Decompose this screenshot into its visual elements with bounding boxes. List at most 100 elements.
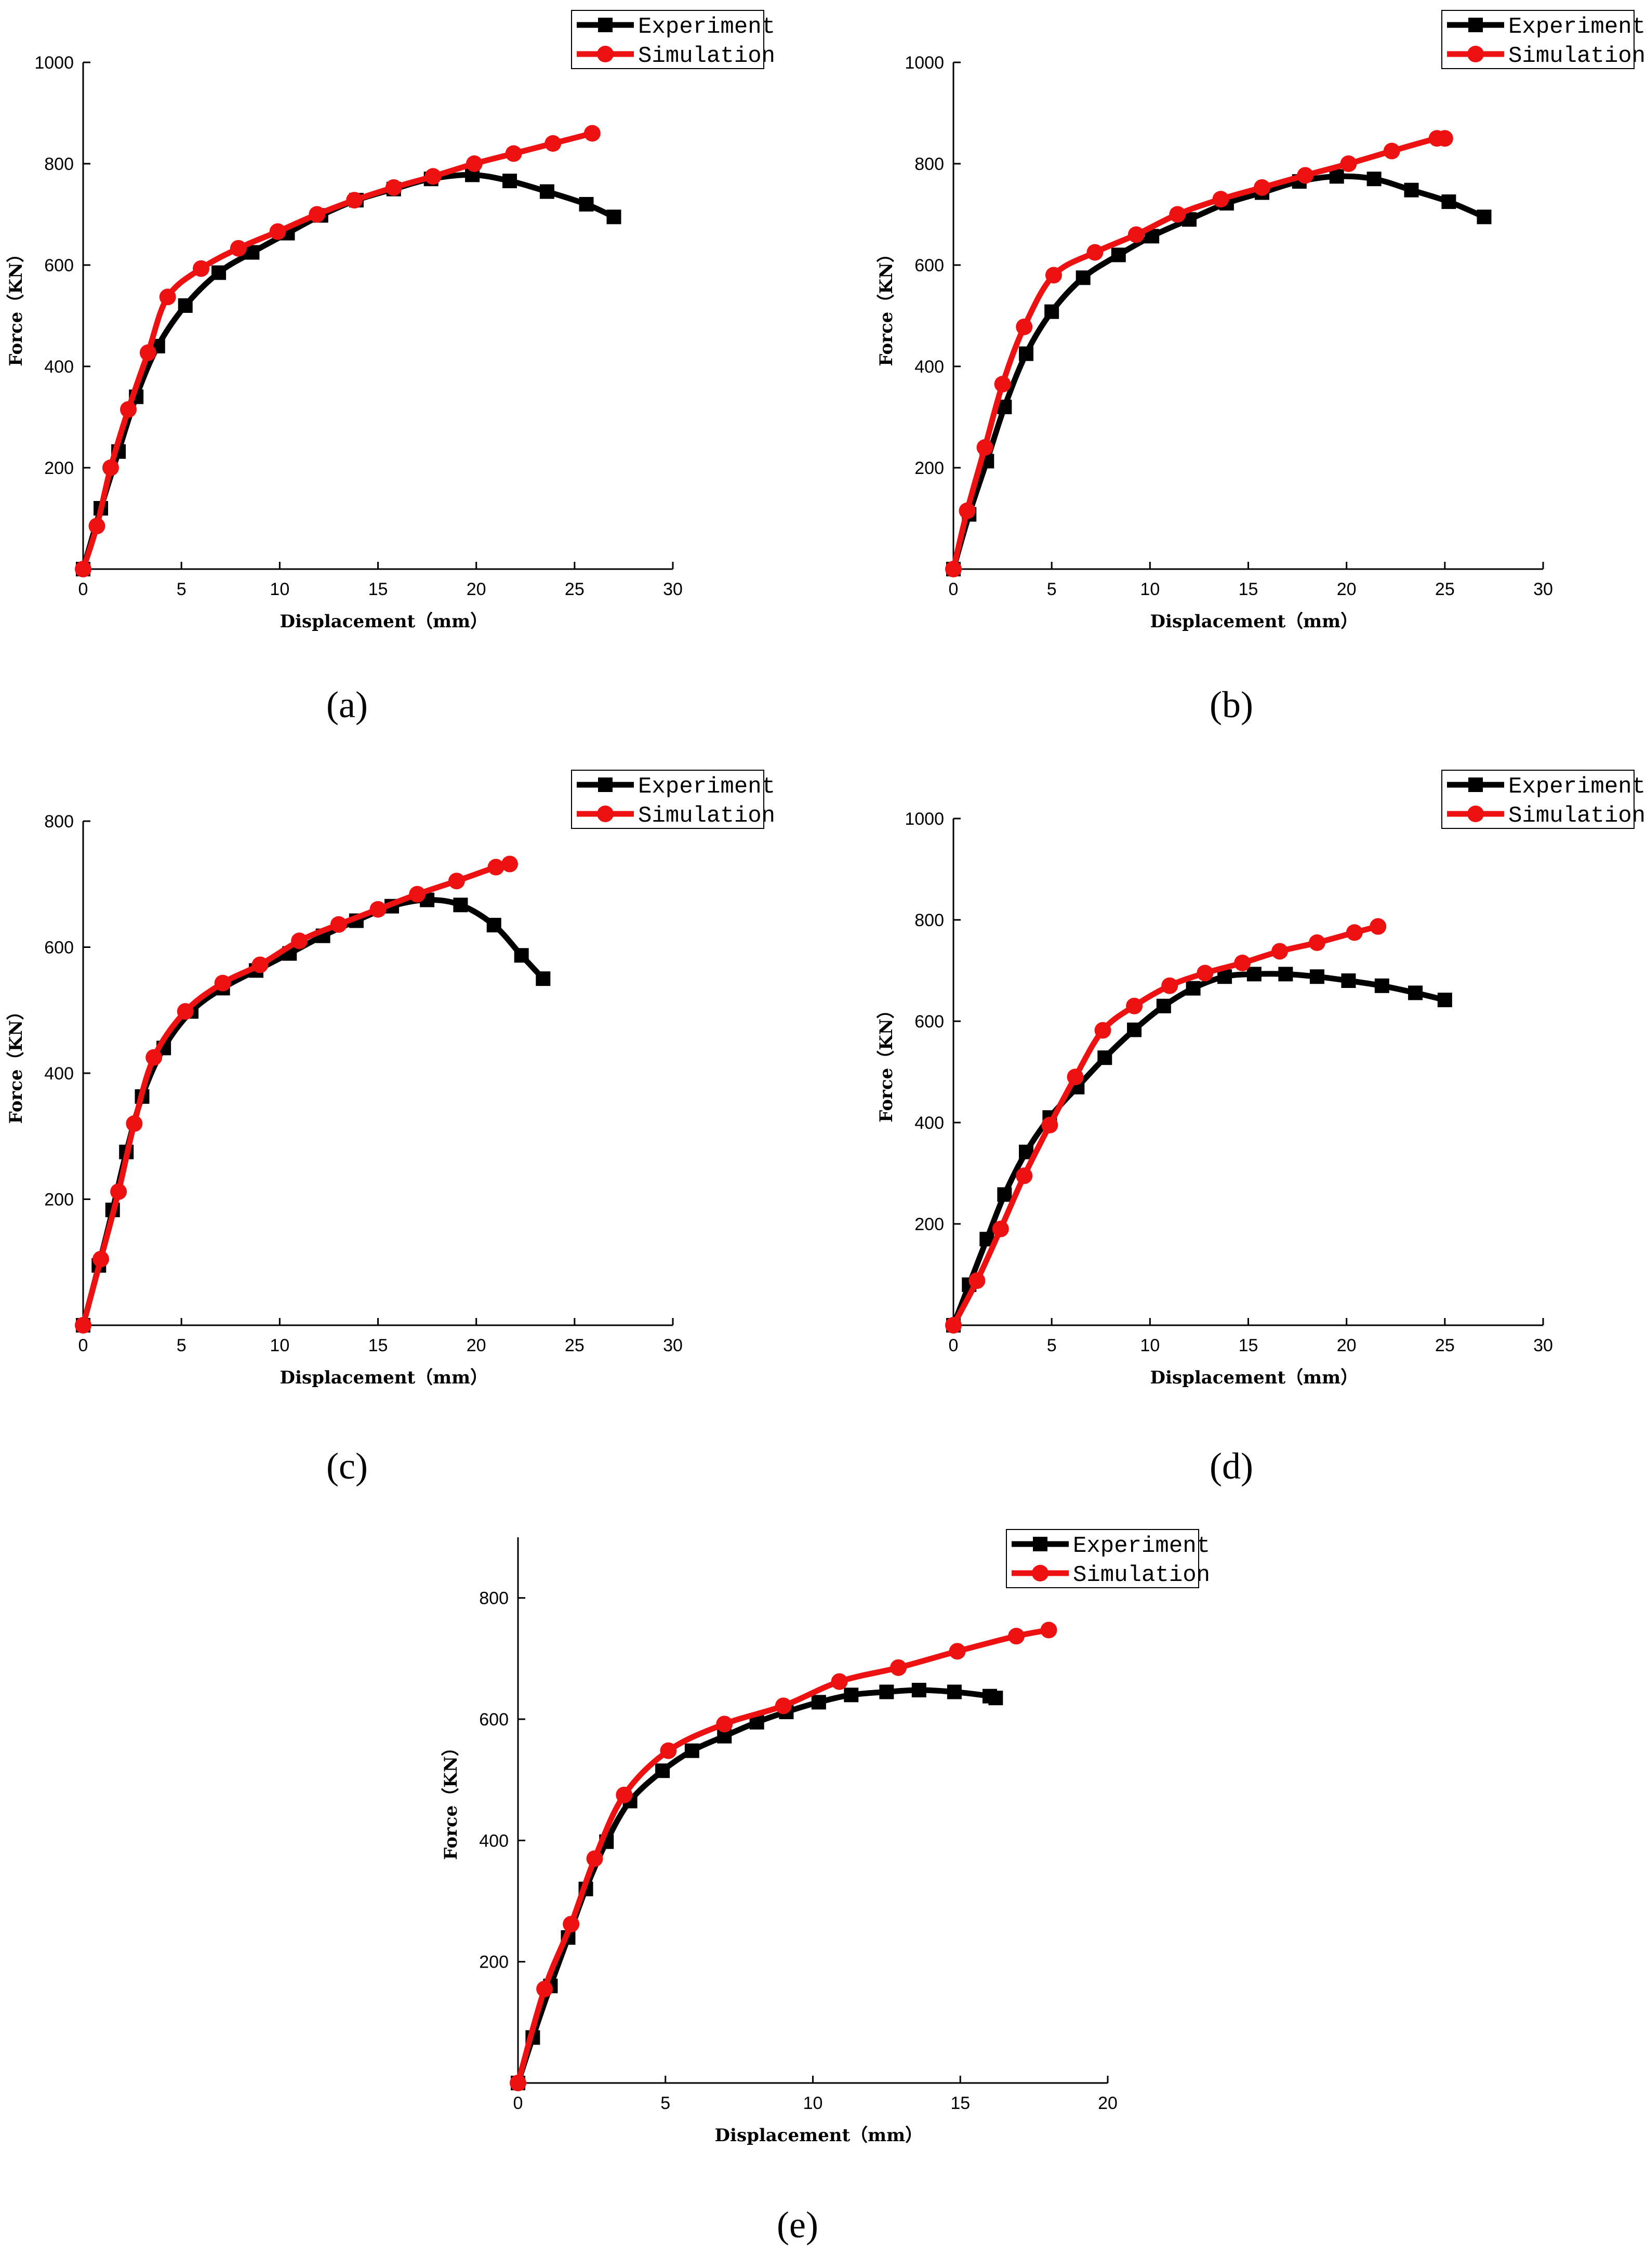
data-point-circle	[945, 1317, 962, 1334]
legend: Experiment Simulation	[1441, 770, 1645, 829]
data-point-circle	[1016, 318, 1033, 335]
y-tick-label: 400	[479, 1831, 509, 1851]
data-point-circle	[536, 1981, 553, 1998]
legend-marker-circle	[1032, 1565, 1048, 1581]
legend-label: Experiment	[638, 14, 775, 40]
data-point-circle	[88, 518, 105, 535]
data-point-circle	[586, 1850, 603, 1867]
y-tick-label: 600	[914, 1012, 944, 1032]
x-tick-label: 15	[368, 1336, 388, 1355]
data-point-circle	[92, 1250, 110, 1268]
data-point-square	[988, 1691, 1003, 1706]
legend-marker-square	[1468, 18, 1483, 32]
x-tick-label: 5	[660, 2093, 670, 2113]
data-point-circle	[448, 873, 465, 890]
data-point-circle	[75, 1317, 91, 1334]
y-tick-label: 400	[914, 1113, 944, 1133]
data-point-square	[879, 1684, 894, 1699]
data-point-circle	[505, 145, 522, 162]
data-point-circle	[1346, 924, 1363, 941]
x-axis-title: Displacement（mm）	[280, 1367, 488, 1388]
y-tick-label: 800	[479, 1589, 509, 1608]
data-point-square	[1341, 973, 1356, 988]
panel-label: (e)	[777, 2204, 818, 2246]
legend-marker-circle	[1467, 806, 1484, 822]
data-point-circle	[1045, 267, 1062, 284]
data-point-circle	[968, 1272, 986, 1289]
chart-panel-5: 0 5 10 15 20 200 400 600 800 Displacement（mm） Forc…	[441, 1529, 1210, 2246]
data-point-square	[1018, 346, 1033, 361]
data-point-circle	[126, 1115, 143, 1132]
data-point-circle	[563, 1916, 580, 1933]
data-point-square	[486, 918, 501, 933]
y-axis-title: Force（KN）	[6, 1003, 26, 1124]
y-tick-label: 400	[44, 1064, 74, 1084]
data-point-circle	[177, 1003, 194, 1020]
data-point-circle	[1094, 1022, 1111, 1039]
chart-panels: 0 5 10 15 20 25 30 200 400 600 800 1000 Displacement…	[6, 10, 1645, 2246]
y-tick-label: 600	[479, 1710, 509, 1730]
x-tick-label: 0	[949, 1336, 959, 1355]
y-tick-label: 400	[44, 357, 74, 377]
data-point-circle	[775, 1697, 792, 1715]
y-tick-label: 200	[914, 1215, 944, 1234]
data-point-square	[1076, 270, 1091, 285]
legend-marker-square	[598, 777, 613, 792]
data-point-square	[1127, 1022, 1142, 1037]
data-point-circle	[193, 260, 209, 277]
legend-label: Experiment	[638, 774, 775, 800]
data-point-square	[1111, 247, 1126, 262]
data-point-square	[1309, 969, 1324, 984]
panel-label: (b)	[1210, 684, 1253, 726]
y-axis-title: Force（KN）	[876, 1001, 897, 1123]
y-tick-label: 800	[914, 911, 944, 930]
panel-label: (c)	[326, 1445, 368, 1487]
data-point-square	[1097, 1050, 1112, 1065]
x-tick-label: 0	[78, 1336, 88, 1355]
legend-marker-square	[1468, 777, 1483, 792]
legend-marker-circle	[597, 806, 614, 822]
x-tick-label: 25	[565, 1336, 585, 1355]
data-point-circle	[583, 125, 601, 142]
legend-label: Simulation	[638, 43, 775, 69]
legend-marker-square	[1033, 1537, 1047, 1551]
chart-panel-4: 0 5 10 15 20 25 30 200 400 600 800 1000 Displacement…	[876, 770, 1645, 1487]
y-tick-label: 800	[44, 154, 74, 174]
x-tick-label: 30	[663, 579, 683, 599]
y-tick-label: 600	[914, 256, 944, 275]
data-point-circle	[1161, 977, 1178, 994]
data-point-square	[844, 1687, 859, 1703]
y-tick-label: 1000	[34, 53, 74, 73]
legend-label: Simulation	[1073, 1562, 1210, 1588]
data-point-circle	[959, 502, 976, 519]
x-tick-label: 5	[177, 579, 187, 599]
x-tick-label: 5	[177, 1336, 187, 1355]
x-tick-label: 20	[467, 1336, 486, 1355]
data-point-square	[997, 1187, 1012, 1202]
data-point-square	[1441, 194, 1456, 209]
data-point-square	[178, 298, 193, 313]
x-tick-label: 10	[1140, 1336, 1160, 1355]
data-point-circle	[1197, 965, 1214, 982]
x-tick-label: 25	[565, 579, 585, 599]
data-point-circle	[545, 135, 562, 152]
legend-label: Simulation	[638, 803, 775, 829]
y-tick-label: 800	[44, 812, 74, 832]
y-tick-label: 400	[914, 357, 944, 377]
data-point-circle	[1308, 934, 1325, 951]
data-point-circle	[1040, 1621, 1057, 1639]
legend-label: Experiment	[1073, 1533, 1210, 1559]
data-point-square	[911, 1683, 926, 1697]
y-tick-label: 1000	[905, 53, 944, 73]
x-axis-title: Displacement（mm）	[1150, 611, 1359, 632]
data-point-circle	[660, 1742, 677, 1759]
y-tick-label: 200	[479, 1953, 509, 1972]
legend: Experiment Simulation	[571, 10, 775, 69]
series-simulation	[75, 125, 601, 577]
data-point-circle	[385, 179, 402, 196]
data-point-circle	[1169, 206, 1186, 223]
data-point-square	[1329, 169, 1344, 184]
data-point-circle	[110, 1183, 127, 1200]
chart-panel-2: 0 5 10 15 20 25 30 200 400 600 800 1000 Displacement…	[876, 10, 1645, 726]
